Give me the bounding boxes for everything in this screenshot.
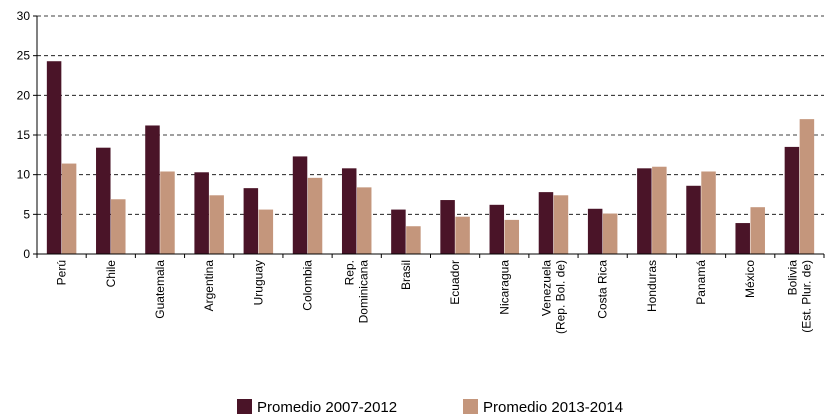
x-tick-label: Chile	[104, 260, 118, 288]
bar-series-1	[145, 125, 160, 254]
x-tick-label: Brasil	[399, 260, 413, 290]
y-axis-ticks: 0 5 10 15 20 25 30	[17, 9, 37, 261]
x-tick-label: Venezuela(Rep. Bol. de)	[539, 260, 567, 334]
bar-series-1	[194, 172, 209, 254]
bar-series-1	[46, 61, 62, 254]
y-tick-label: 30	[17, 9, 31, 23]
bar-series-2	[602, 213, 618, 254]
bar-series-1	[440, 200, 455, 254]
x-tick-label: Nicaragua	[497, 260, 511, 315]
grid-lines	[37, 15, 824, 215]
bar-series-1	[243, 188, 259, 254]
bar-series-2	[455, 216, 470, 254]
legend-swatch-series-1	[237, 399, 252, 414]
bar-series-2	[356, 187, 372, 254]
bar-series-2	[61, 163, 77, 254]
y-tick-label: 25	[17, 49, 31, 63]
bar-series-2	[799, 119, 815, 254]
bar-series-1	[341, 168, 357, 254]
bar-series-2	[160, 171, 175, 254]
x-tick-label: Colombia	[301, 260, 315, 311]
bar-series-2	[553, 195, 569, 254]
y-tick-label: 5	[23, 207, 30, 221]
x-tick-label: Bolivia(Est. Plur. de)	[785, 260, 813, 333]
bar-series-1	[735, 223, 750, 254]
bar-series-2	[111, 199, 126, 254]
y-tick-label: 15	[17, 128, 31, 142]
bar-series-1	[784, 146, 800, 254]
bar-series-1	[686, 185, 701, 254]
bar-series-1	[292, 156, 308, 254]
x-tick-label: Costa Rica	[596, 260, 610, 319]
bar-series-1	[391, 209, 406, 254]
legend-swatch-series-2	[463, 399, 478, 414]
x-tick-label: Argentina	[202, 260, 216, 312]
x-tick-label: Uruguay	[251, 260, 265, 305]
bar-series-2	[258, 209, 274, 254]
y-tick-label: 10	[17, 168, 31, 182]
legend-label-series-1: Promedio 2007-2012	[257, 399, 397, 415]
bar-series-2	[307, 177, 323, 254]
legend-label-series-2: Promedio 2013-2014	[483, 399, 623, 415]
axes	[36, 16, 825, 258]
x-tick-label: México	[743, 260, 757, 298]
bar-series-1	[489, 204, 505, 254]
y-tick-label: 20	[17, 88, 31, 102]
x-tick-label: Panamá	[694, 260, 708, 305]
bar-series-2	[406, 226, 421, 254]
x-tick-label: Ecuador	[448, 260, 462, 305]
x-tick-label: Rep.Dominicana	[343, 260, 371, 324]
bars	[46, 61, 815, 254]
x-tick-label: Perú	[55, 260, 69, 285]
legend: Promedio 2007-2012 Promedio 2013-2014	[237, 399, 623, 415]
bar-series-1	[96, 147, 111, 254]
bar-series-2	[209, 195, 224, 254]
bar-series-2	[750, 207, 765, 254]
bar-series-1	[637, 168, 652, 254]
bar-series-1	[587, 208, 603, 254]
x-tick-label: Honduras	[645, 260, 659, 312]
bar-series-2	[701, 171, 716, 254]
bar-series-1	[538, 192, 554, 254]
x-tick-label: Guatemala	[153, 260, 167, 319]
bar-series-2	[652, 166, 667, 254]
y-tick-label: 0	[23, 247, 30, 261]
bar-series-2	[504, 219, 520, 254]
x-axis-labels: Perú Chile Guatemala Argentina Uruguay Colomb…	[55, 260, 814, 334]
